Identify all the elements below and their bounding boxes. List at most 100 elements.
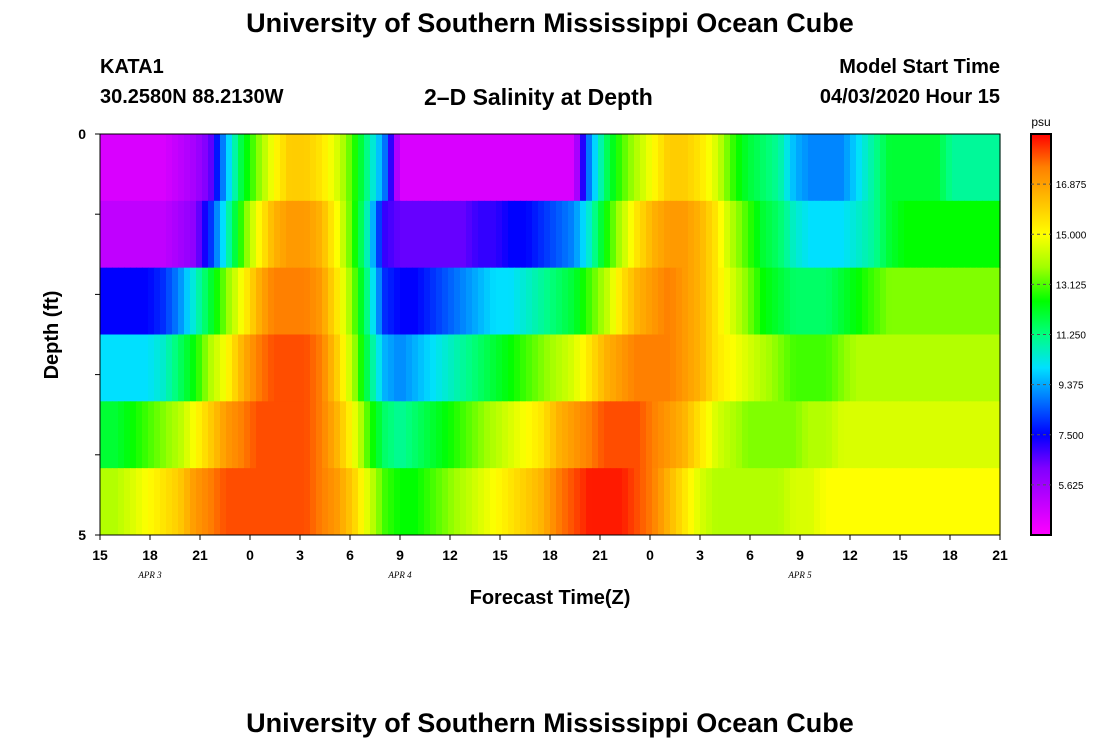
heatmap-cell bbox=[808, 468, 815, 536]
heatmap-cell bbox=[508, 334, 515, 402]
heatmap-cell bbox=[202, 401, 209, 469]
heatmap-cell bbox=[844, 468, 851, 536]
heatmap-cell bbox=[202, 200, 209, 269]
heatmap-cell bbox=[268, 200, 275, 269]
heatmap-cell bbox=[832, 200, 839, 269]
heatmap-cell bbox=[232, 468, 239, 536]
heatmap-cell bbox=[964, 468, 971, 536]
heatmap-cell bbox=[268, 401, 275, 469]
heatmap-cell bbox=[646, 134, 653, 202]
heatmap-cell bbox=[106, 468, 113, 536]
heatmap-cell bbox=[394, 468, 401, 536]
heatmap-cell bbox=[220, 401, 227, 469]
heatmap-cell bbox=[532, 267, 539, 335]
heatmap-cell bbox=[370, 134, 377, 202]
heatmap-cell bbox=[850, 267, 857, 335]
heatmap-cell bbox=[622, 134, 629, 202]
heatmap-cell bbox=[316, 267, 323, 335]
heatmap-cell bbox=[274, 200, 281, 269]
heatmap-cell bbox=[640, 200, 647, 269]
heatmap-cell bbox=[880, 267, 887, 335]
heatmap-cell bbox=[514, 267, 521, 335]
heatmap-cell bbox=[472, 267, 479, 335]
heatmap-cell bbox=[802, 200, 809, 269]
heatmap-cell bbox=[778, 468, 785, 536]
heatmap-cell bbox=[964, 401, 971, 469]
heatmap-cell bbox=[502, 401, 509, 469]
heatmap-cell bbox=[592, 334, 599, 402]
heatmap-cell bbox=[814, 267, 821, 335]
footer-title: University of Southern Mississippi Ocean… bbox=[246, 708, 854, 738]
heatmap-cell bbox=[580, 401, 587, 469]
heatmap-cell bbox=[406, 334, 413, 402]
heatmap-cell bbox=[196, 334, 203, 402]
heatmap-cell bbox=[772, 334, 779, 402]
heatmap-cell bbox=[736, 267, 743, 335]
heatmap-cell bbox=[856, 334, 863, 402]
heatmap-cell bbox=[142, 334, 149, 402]
page-title: University of Southern Mississippi Ocean… bbox=[246, 8, 854, 38]
heatmap-cell bbox=[922, 334, 929, 402]
heatmap-cell bbox=[388, 468, 395, 536]
heatmap-cell bbox=[280, 334, 287, 402]
heatmap-cell bbox=[256, 401, 263, 469]
heatmap-cell bbox=[712, 267, 719, 335]
heatmap-cell bbox=[742, 267, 749, 335]
heatmap-cell bbox=[748, 401, 755, 469]
heatmap-cell bbox=[100, 401, 107, 469]
heatmap-cell bbox=[232, 334, 239, 402]
heatmap-cell bbox=[514, 401, 521, 469]
heatmap-cell bbox=[466, 267, 473, 335]
heatmap-cell bbox=[496, 134, 503, 202]
heatmap-cell bbox=[112, 267, 119, 335]
heatmap-cell bbox=[262, 401, 269, 469]
heatmap-cell bbox=[160, 200, 167, 269]
heatmap-cell bbox=[436, 134, 443, 202]
heatmap-cell bbox=[988, 401, 995, 469]
heatmap-cell bbox=[532, 134, 539, 202]
heatmap-cell bbox=[970, 334, 977, 402]
heatmap-cell bbox=[148, 401, 155, 469]
heatmap-cell bbox=[826, 334, 833, 402]
heatmap-cell bbox=[352, 200, 359, 269]
heatmap-cell bbox=[736, 200, 743, 269]
heatmap-cell bbox=[478, 401, 485, 469]
heatmap-cell bbox=[226, 200, 233, 269]
x-date-label: APR 4 bbox=[387, 570, 412, 580]
heatmap-cell bbox=[202, 468, 209, 536]
heatmap-cell bbox=[664, 267, 671, 335]
heatmap-cell bbox=[802, 134, 809, 202]
heatmap-cell bbox=[148, 200, 155, 269]
heatmap-cell bbox=[994, 267, 1001, 335]
heatmap-cell bbox=[940, 401, 947, 469]
heatmap-cell bbox=[226, 401, 233, 469]
heatmap-cell bbox=[982, 468, 989, 536]
x-axis-label: Forecast Time(Z) bbox=[470, 587, 631, 609]
heatmap-cell bbox=[562, 401, 569, 469]
heatmap-cell bbox=[868, 200, 875, 269]
heatmap-cell bbox=[598, 401, 605, 469]
heatmap-cell bbox=[454, 401, 461, 469]
heatmap-cell bbox=[610, 468, 617, 536]
heatmap-cell bbox=[112, 468, 119, 536]
heatmap-cell bbox=[328, 468, 335, 536]
heatmap-cell bbox=[430, 134, 437, 202]
heatmap-cell bbox=[742, 468, 749, 536]
heatmap-cell bbox=[454, 200, 461, 269]
x-tick-label: 9 bbox=[396, 547, 404, 563]
heatmap-cell bbox=[322, 468, 329, 536]
heatmap-cell bbox=[304, 401, 311, 469]
colorbar-tick-label: 5.625 bbox=[1058, 481, 1083, 492]
heatmap-cell bbox=[424, 334, 431, 402]
heatmap-cell bbox=[412, 468, 419, 536]
heatmap-cell bbox=[154, 267, 161, 335]
heatmap-cell bbox=[400, 200, 407, 269]
heatmap-cell bbox=[430, 267, 437, 335]
heatmap-cell bbox=[544, 134, 551, 202]
heatmap-cell bbox=[634, 267, 641, 335]
heatmap-cell bbox=[286, 267, 293, 335]
heatmap-cell bbox=[610, 134, 617, 202]
heatmap-cell bbox=[490, 334, 497, 402]
heatmap-cell bbox=[214, 334, 221, 402]
heatmap-cell bbox=[370, 267, 377, 335]
